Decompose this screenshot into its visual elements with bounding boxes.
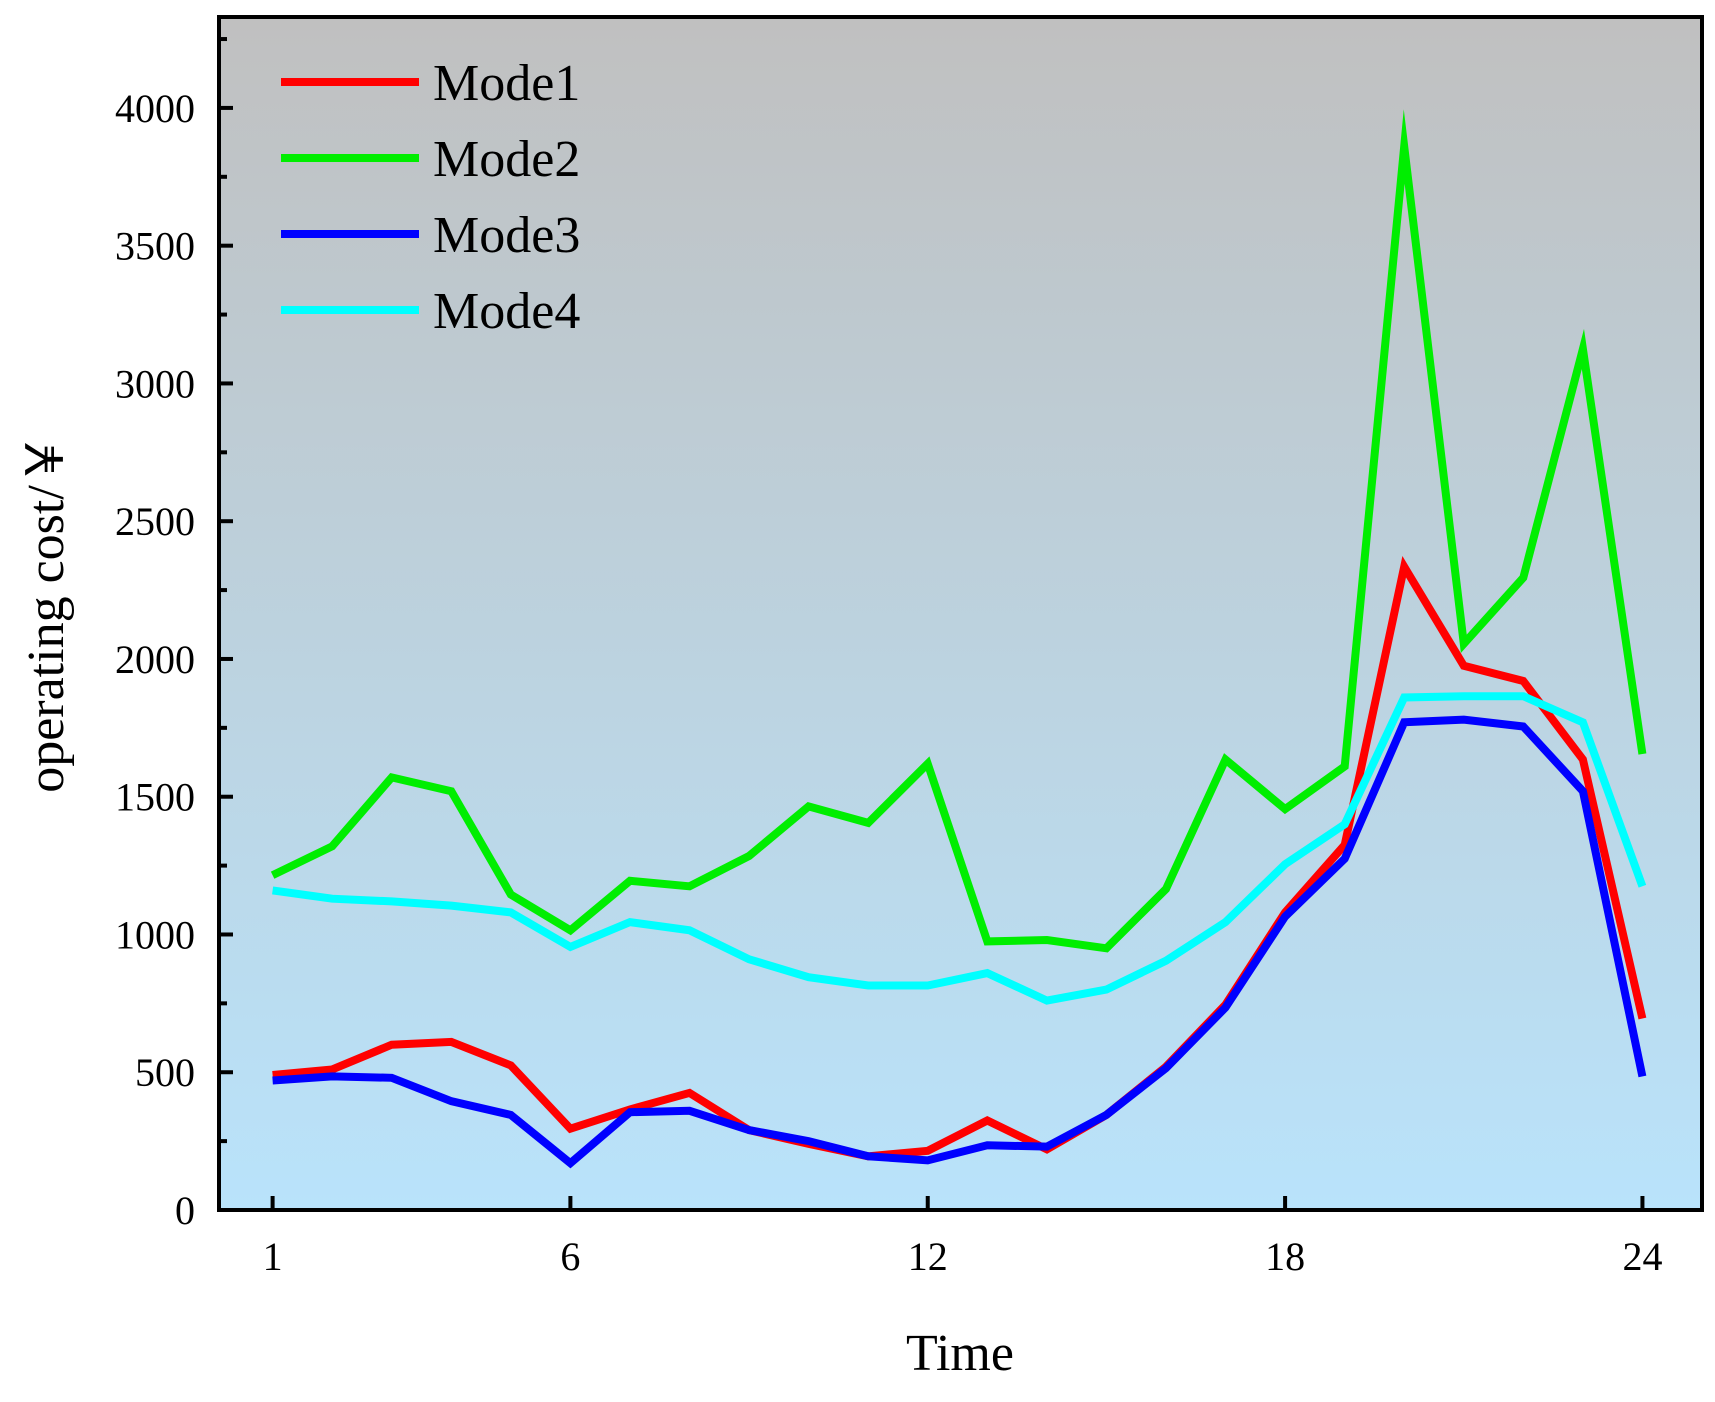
legend-label-mode3: Mode3 <box>433 207 580 264</box>
x-tick-label: 1 <box>263 1234 283 1279</box>
x-tick-label: 6 <box>560 1234 580 1279</box>
y-tick-label: 2500 <box>115 499 195 544</box>
legend-label-mode2: Mode2 <box>433 131 580 188</box>
legend-label-mode1: Mode1 <box>433 55 580 112</box>
legend-label-mode4: Mode4 <box>433 283 580 340</box>
series-line-mode2 <box>270 109 1647 953</box>
x-tick-label: 12 <box>908 1234 948 1279</box>
x-axis-title: Time <box>906 1325 1014 1382</box>
x-axis: 1 6 12 18 24 <box>263 1196 1662 1279</box>
y-axis-title: operating cost/￥ <box>18 433 75 793</box>
y-axis: 0 500 1000 1500 2000 2500 3000 3500 4000 <box>115 37 233 1233</box>
y-tick-label: 500 <box>135 1050 195 1095</box>
y-tick-label: 4000 <box>115 86 195 131</box>
series-line-mode1 <box>272 555 1647 1161</box>
plot-background <box>219 17 1702 1210</box>
x-tick-label: 18 <box>1265 1234 1305 1279</box>
x-tick-label: 24 <box>1622 1234 1662 1279</box>
y-tick-label: 1000 <box>115 912 195 957</box>
y-tick-label: 0 <box>175 1188 195 1233</box>
y-tick-label: 3500 <box>115 224 195 269</box>
y-tick-label: 1500 <box>115 775 195 820</box>
y-tick-label: 3000 <box>115 361 195 406</box>
y-tick-label: 2000 <box>115 637 195 682</box>
legend: Mode1 Mode2 Mode3 Mode4 <box>281 55 580 340</box>
series-line-mode3 <box>272 715 1647 1169</box>
series-layer <box>270 109 1647 1169</box>
plot-frame <box>217 15 1704 1212</box>
series-line-mode4 <box>272 692 1647 1005</box>
